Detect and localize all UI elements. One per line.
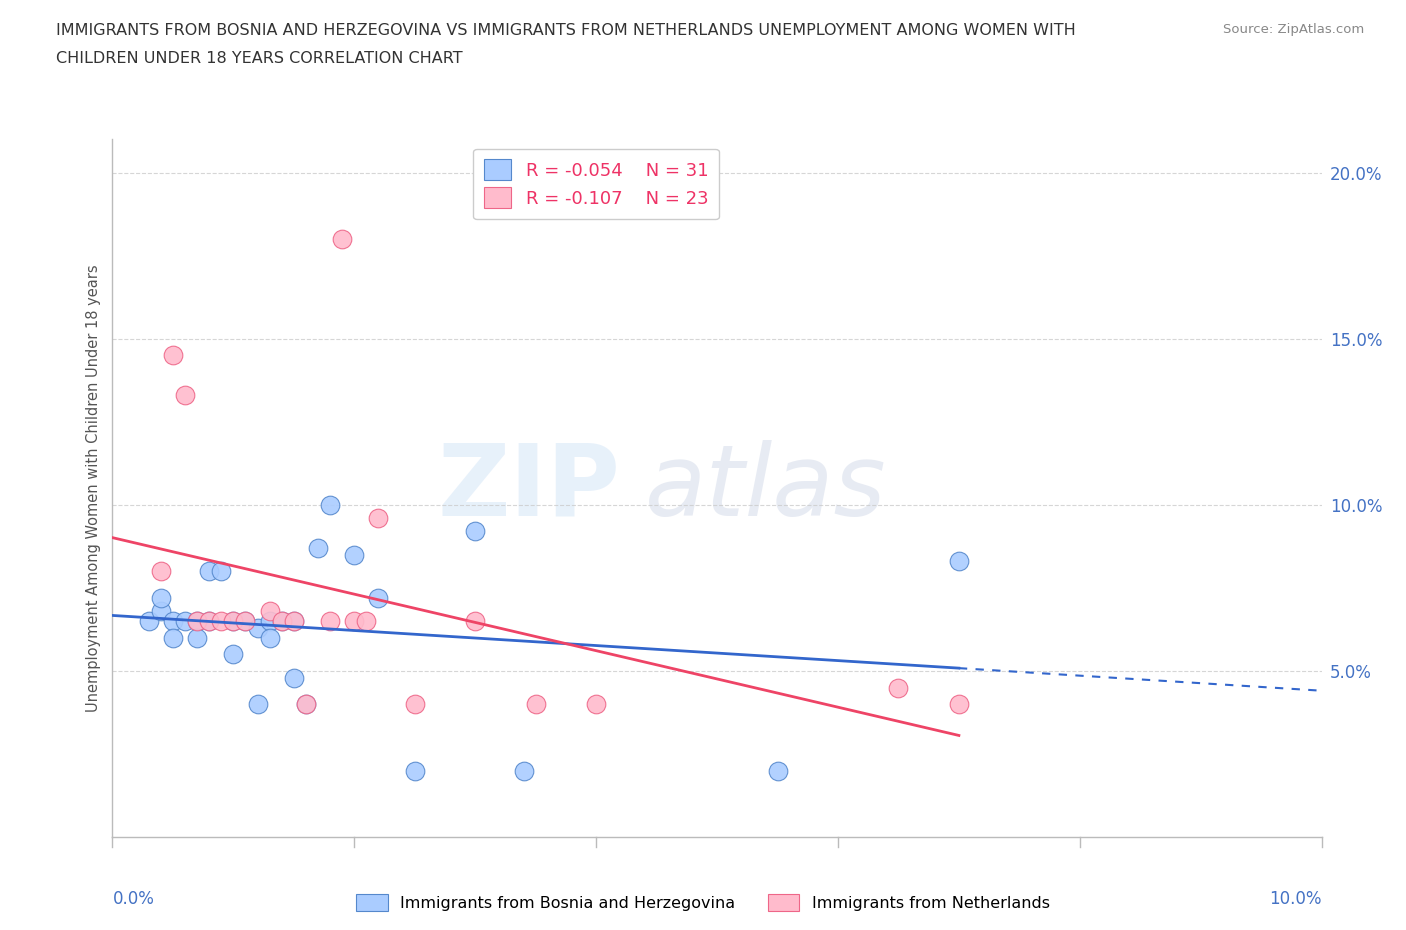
- Point: [222, 614, 245, 629]
- Legend: Immigrants from Bosnia and Herzegovina, Immigrants from Netherlands: Immigrants from Bosnia and Herzegovina, …: [349, 888, 1057, 917]
- Y-axis label: Unemployment Among Women with Children Under 18 years: Unemployment Among Women with Children U…: [86, 264, 101, 712]
- Point: [283, 671, 305, 685]
- Point: [319, 498, 342, 512]
- Point: [222, 647, 245, 662]
- Point: [307, 540, 329, 555]
- Point: [174, 388, 197, 403]
- Point: [343, 547, 366, 562]
- Point: [270, 614, 292, 629]
- Point: [283, 614, 305, 629]
- Point: [766, 764, 789, 778]
- Point: [174, 614, 197, 629]
- Point: [343, 614, 366, 629]
- Point: [524, 697, 547, 711]
- Point: [149, 604, 172, 618]
- Text: 0.0%: 0.0%: [112, 890, 155, 908]
- Point: [356, 614, 378, 629]
- Point: [209, 614, 232, 629]
- Point: [270, 614, 292, 629]
- Point: [149, 591, 172, 605]
- Point: [404, 764, 426, 778]
- Point: [367, 511, 389, 525]
- Text: 10.0%: 10.0%: [1270, 890, 1322, 908]
- Point: [162, 348, 184, 363]
- Point: [198, 614, 221, 629]
- Point: [319, 614, 342, 629]
- Point: [235, 614, 257, 629]
- Point: [259, 604, 281, 618]
- Point: [138, 614, 160, 629]
- Point: [198, 564, 221, 578]
- Point: [209, 564, 232, 578]
- Point: [404, 697, 426, 711]
- Point: [246, 697, 269, 711]
- Text: IMMIGRANTS FROM BOSNIA AND HERZEGOVINA VS IMMIGRANTS FROM NETHERLANDS UNEMPLOYME: IMMIGRANTS FROM BOSNIA AND HERZEGOVINA V…: [56, 23, 1076, 38]
- Point: [162, 614, 184, 629]
- Point: [948, 697, 970, 711]
- Text: Source: ZipAtlas.com: Source: ZipAtlas.com: [1223, 23, 1364, 36]
- Point: [512, 764, 534, 778]
- Point: [198, 614, 221, 629]
- Point: [585, 697, 607, 711]
- Point: [259, 631, 281, 645]
- Point: [295, 697, 318, 711]
- Point: [186, 614, 208, 629]
- Point: [222, 614, 245, 629]
- Point: [330, 232, 353, 246]
- Point: [259, 614, 281, 629]
- Point: [149, 564, 172, 578]
- Point: [887, 680, 910, 695]
- Point: [283, 614, 305, 629]
- Text: CHILDREN UNDER 18 YEARS CORRELATION CHART: CHILDREN UNDER 18 YEARS CORRELATION CHAR…: [56, 51, 463, 66]
- Point: [464, 524, 486, 538]
- Text: ZIP: ZIP: [437, 440, 620, 537]
- Point: [948, 554, 970, 569]
- Legend: R = -0.054    N = 31, R = -0.107    N = 23: R = -0.054 N = 31, R = -0.107 N = 23: [474, 149, 718, 219]
- Point: [246, 620, 269, 635]
- Point: [367, 591, 389, 605]
- Point: [162, 631, 184, 645]
- Point: [295, 697, 318, 711]
- Text: atlas: atlas: [644, 440, 886, 537]
- Point: [186, 631, 208, 645]
- Point: [235, 614, 257, 629]
- Point: [186, 614, 208, 629]
- Point: [464, 614, 486, 629]
